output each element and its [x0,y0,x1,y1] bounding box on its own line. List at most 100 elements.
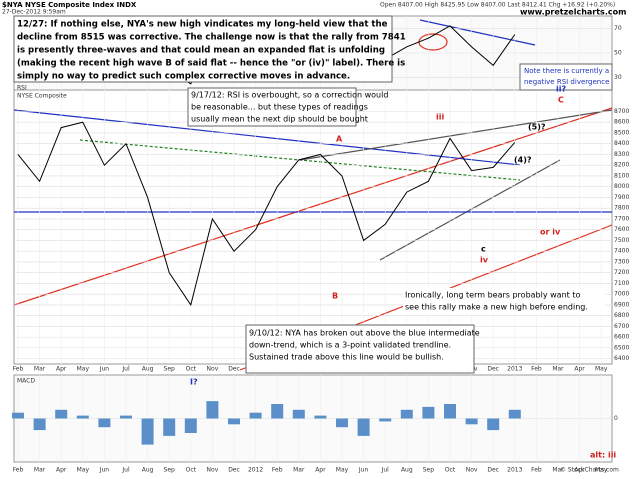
note-line: 12/27: If nothing else, NYA's new high v… [17,20,388,30]
y-tick-label: 0 [614,415,618,422]
x-tick-label: 2013 [507,366,522,373]
channel-top [13,107,613,306]
bar [141,418,154,445]
x-tick-label: Feb [13,467,24,474]
wave-label: C [558,96,564,105]
x-tick-label: Oct [186,366,197,373]
bar [314,415,327,419]
x-tick-label: Feb [272,467,283,474]
note-line: Sustained trade above this line would be… [249,353,444,362]
wave-label: I? [190,378,198,387]
x-tick-label: Apr [56,366,67,373]
note-line: be reasonable... but these types of read… [191,103,368,112]
y-tick-label: 8400 [614,140,629,147]
x-tick-label: May [77,366,90,373]
bar [508,409,521,419]
y-tick-label: 7500 [614,237,629,244]
note-line: see this rally make a new high before en… [405,303,588,312]
y-tick-label: 30 [614,74,622,81]
y-tick-label: 6800 [614,312,629,319]
note-line: usually mean the next dip should be boug… [191,115,368,124]
bar [228,418,240,425]
note-line: is presently three-waves and that could … [17,46,385,56]
wave-label: (5)? [528,123,546,132]
gray-line [299,109,613,161]
y-tick-label: 6700 [614,323,629,330]
bar [163,418,176,436]
y-tick-label: 70 [614,25,622,32]
bar [336,418,348,428]
site: www.pretzelcharts.com [520,8,626,17]
note-main: 12/27: If nothing else, NYA's new high v… [17,20,406,82]
note-line: negative RSI divergence [524,78,609,86]
rsi-divergence [419,19,536,46]
note-box [245,324,475,374]
x-tick-label: Sep [164,366,176,373]
x-tick-label: Sep [164,467,176,474]
x-tick-label: May [595,467,608,474]
note-box [519,63,613,91]
x-tick-label: May [77,467,90,474]
symbol: $NYA NYSE Composite Index INDX [2,1,137,9]
y-tick-label: 7700 [614,215,629,222]
x-tick-label: Jul [121,467,130,474]
x-tick-label: Mar [293,467,305,474]
note-line: 9/10/12: NYA has broken out above the bl… [249,329,480,338]
x-tick-label: May [336,467,349,474]
x-tick-label: Feb [531,366,542,373]
x-tick-label: Jun [358,467,369,474]
note-line: Note there is currently a [524,67,609,75]
note-line: decline from 8515 was corrective. The ch… [17,33,406,43]
bar [120,415,132,419]
bar [55,409,68,419]
x-tick-label: Feb [531,467,542,474]
y-tick-label: 7200 [614,269,629,276]
bar [465,418,478,425]
y-tick-label: 8500 [614,129,629,136]
y-tick-label: 8100 [614,172,629,179]
panel-title: RSI [17,85,27,92]
bar [357,418,370,436]
note-box [187,87,357,127]
panel-title: MACD [17,378,35,385]
y-tick-label: 6900 [614,301,629,308]
wave-label: c [481,245,486,254]
x-tick-label: Apr [574,467,585,474]
y-tick-label: 7600 [614,226,629,233]
note-box [13,15,393,83]
x-tick-label: Aug [142,467,154,474]
bar [184,418,197,433]
note-line: (making the recent high wave B of said f… [17,59,405,69]
quote: Open 8407.00 High 8425.95 Low 8407.00 La… [380,2,615,9]
x-tick-label: Dec [228,366,240,373]
y-tick-label: 8600 [614,119,629,126]
x-tick-label: Mar [34,366,46,373]
y-tick-label: 6600 [614,334,629,341]
bar [249,412,262,419]
x-tick-label: Dec [228,467,240,474]
bar [98,418,111,428]
x-tick-label: Sep [423,467,435,474]
x-tick-label: Feb [13,366,24,373]
x-tick-label: Dec [487,366,499,373]
note-box [403,288,605,314]
x-tick-label: Mar [552,467,564,474]
bar [12,412,24,419]
x-tick-label: Aug [142,366,154,373]
y-tick-label: 7900 [614,194,629,201]
bar [422,406,435,419]
x-tick-label: 2013 [507,467,522,474]
y-tick-label: 6400 [614,355,629,362]
note-line: Ironically, long term bears probably wan… [405,291,580,300]
bar [271,404,284,419]
x-tick-label: 2012 [248,467,263,474]
panel-title: NYSE Composite [17,93,67,100]
y-tick-label: 8700 [614,108,629,115]
x-tick-label: Apr [315,467,326,474]
bar [400,409,413,419]
x-tick-label: Jun [99,467,110,474]
x-tick-label: Jul [121,366,130,373]
x-tick-label: Nov [466,467,478,474]
bar [487,418,500,431]
date: 27-Dec-2012 9:59am [2,9,66,16]
